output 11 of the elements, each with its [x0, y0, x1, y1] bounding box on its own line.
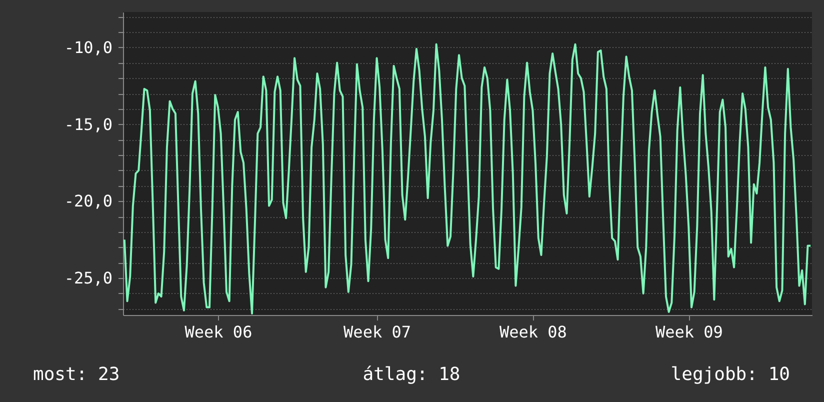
text: most: 23	[33, 364, 120, 385]
x-tick-label: Week 07	[344, 322, 411, 342]
y-tick-label: -10,0	[64, 38, 112, 57]
text: legjobb: 10	[670, 364, 790, 385]
text: átlag: 18	[362, 364, 460, 385]
y-tick-label: -15,0	[64, 114, 112, 134]
x-tick-label: Week 08	[499, 322, 567, 342]
x-tick-label: Week 06	[184, 322, 252, 342]
x-tick-label: Week 09	[655, 322, 723, 342]
y-tick-label: -20,0	[64, 192, 112, 211]
y-tick-label: -25,0	[64, 268, 112, 288]
